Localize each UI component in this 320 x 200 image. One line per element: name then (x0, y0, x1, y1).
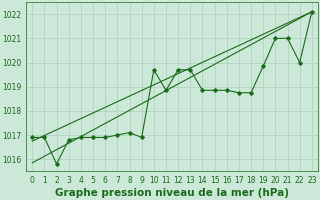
X-axis label: Graphe pression niveau de la mer (hPa): Graphe pression niveau de la mer (hPa) (55, 188, 289, 198)
